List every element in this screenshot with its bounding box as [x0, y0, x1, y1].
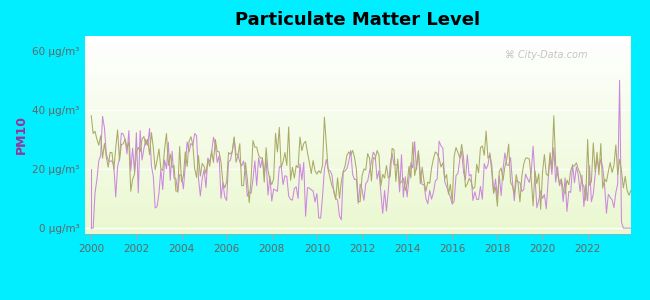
Title: Particulate Matter Level: Particulate Matter Level: [235, 11, 480, 29]
Y-axis label: PM10: PM10: [15, 116, 28, 154]
Text: ⌘ City-Data.com: ⌘ City-Data.com: [505, 50, 588, 60]
Legend: Fleetwood, PA, US: Fleetwood, PA, US: [263, 297, 452, 300]
